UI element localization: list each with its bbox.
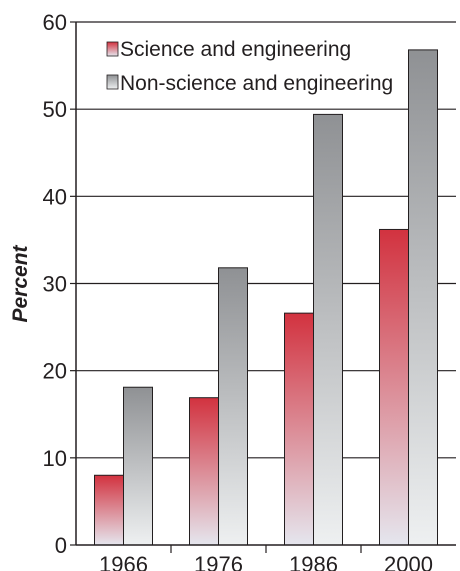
x-tick-label: 2000 — [384, 552, 433, 571]
bar-science-1966 — [94, 474, 124, 546]
y-tick-label: 50 — [43, 97, 67, 122]
y-axis-label: Percent — [9, 244, 32, 322]
legend-swatch-non-science — [106, 74, 119, 90]
x-tick-label: 1986 — [289, 552, 338, 571]
y-tick-label: 20 — [43, 359, 67, 384]
y-axis-ticks: 0 10 20 30 40 50 60 — [43, 10, 76, 558]
legend-label-science: Science and engineering — [120, 38, 351, 61]
legend-label-non-science: Non-science and engineering — [120, 72, 393, 95]
bars — [94, 49, 438, 546]
legend-swatch-science — [106, 41, 119, 57]
y-tick-label: 0 — [55, 533, 67, 558]
bar-non-science-1966 — [123, 386, 153, 546]
x-tick-label: 1966 — [99, 552, 148, 571]
y-tick-label: 40 — [43, 184, 67, 209]
bar-non-science-2000 — [408, 49, 438, 546]
bar-non-science-1986 — [313, 113, 343, 546]
y-tick-label: 60 — [43, 10, 67, 35]
y-tick-label: 10 — [43, 446, 67, 471]
bar-science-2000 — [379, 228, 409, 546]
y-tick-label: 30 — [43, 272, 67, 297]
legend: Science and engineering Non-science and … — [106, 38, 393, 95]
bar-science-1976 — [189, 397, 219, 546]
bar-science-1986 — [284, 312, 314, 546]
x-axis-ticks: 1966 1976 1986 2000 — [99, 545, 433, 571]
x-tick-label: 1976 — [194, 552, 243, 571]
bar-non-science-1976 — [218, 267, 248, 546]
